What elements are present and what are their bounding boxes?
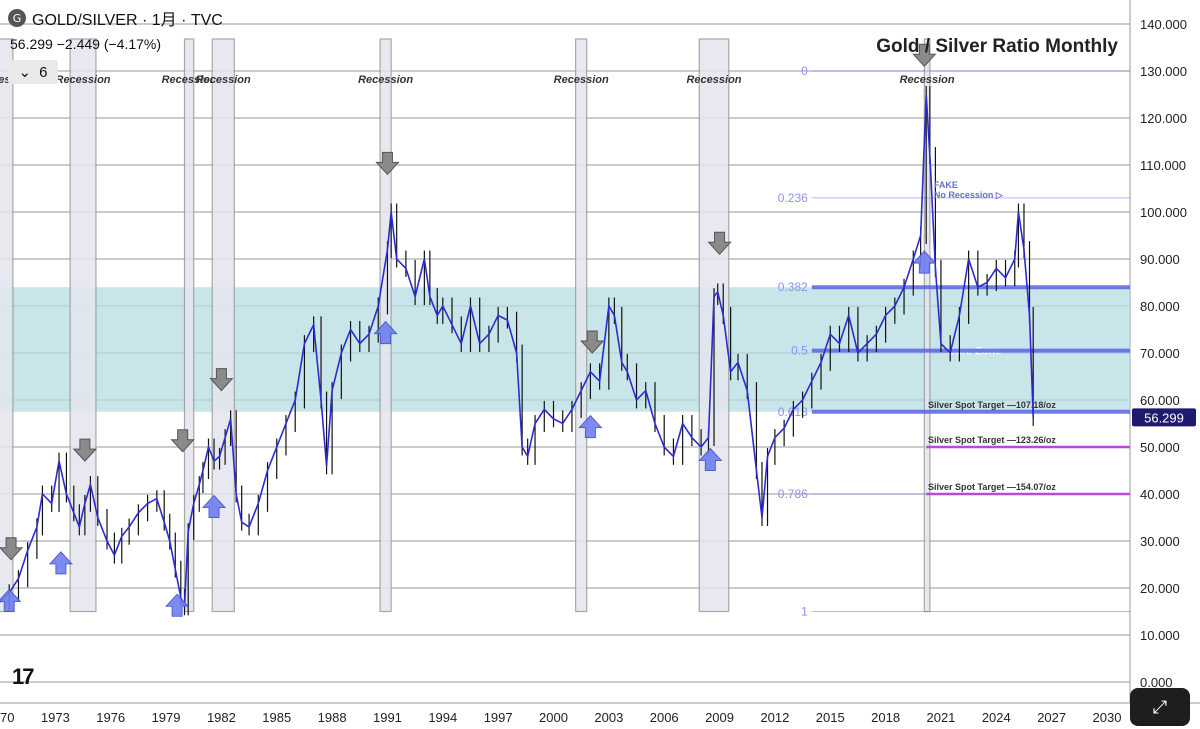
x-tick-label: 2009 (705, 710, 734, 725)
x-tick-label: 1973 (41, 710, 70, 725)
symbol-title[interactable]: GOLD/SILVER · 1月 · TVC (32, 12, 223, 29)
x-tick-label: 2030 (1093, 710, 1122, 725)
recession-label: Recession (162, 74, 217, 86)
fib-level-label: 1 (801, 605, 808, 619)
down-arrow-icon (209, 368, 234, 392)
tradingview-logo-icon: 17 (12, 664, 35, 689)
current-value-badge (1132, 408, 1196, 427)
down-arrow-icon (707, 231, 732, 256)
y-tick-label: 30.000 (1140, 534, 1180, 549)
recession-label: Recession (900, 74, 955, 86)
up-arrow-icon (0, 588, 22, 612)
target-label: Silver Spot Target —123.26/oz (928, 435, 1056, 445)
x-tick-label: 2003 (594, 710, 623, 725)
price-series-line (0, 94, 1034, 608)
recession-bar (923, 38, 931, 613)
recession-bar (0, 38, 14, 613)
down-arrow-icon (0, 537, 24, 561)
x-tick-label: 2000 (539, 710, 568, 725)
y-tick-label: 90.000 (1140, 252, 1180, 267)
target-label: Silver Spot Target —107.18/oz (928, 400, 1056, 410)
fake-label: FAKE (934, 180, 958, 190)
recession-bar (183, 38, 195, 613)
x-tick-label: 1976 (96, 710, 125, 725)
x-tick-label: 2012 (760, 710, 789, 725)
x-tick-label: 1970 (0, 710, 14, 725)
y-tick-label: 10.000 (1140, 628, 1180, 643)
y-tick-label: 110.000 (1140, 158, 1186, 173)
up-arrow-icon (698, 447, 723, 471)
up-arrow-icon (578, 414, 603, 439)
current-value-label: 56.299 (1144, 410, 1184, 425)
symbol-icon: G (8, 9, 26, 27)
indicator-count: 6 (39, 63, 48, 81)
recession-label: Recession (554, 74, 609, 86)
x-tick-label: 2015 (816, 710, 845, 725)
recession-bar (575, 38, 588, 613)
chart-title: Gold / Silver Ratio Monthly (876, 36, 1118, 57)
x-tick-label: 2018 (871, 710, 900, 725)
last-price: 56.299 (10, 36, 53, 52)
x-tick-label: 2027 (1037, 710, 1066, 725)
x-tick-label: 1994 (428, 710, 457, 725)
down-arrow-icon (580, 330, 605, 354)
x-tick-label: 1985 (262, 710, 291, 725)
recession-label: Recession (686, 74, 741, 86)
price-change: −2.449 (−4.17%) (56, 36, 162, 52)
recession-label: Recession (196, 74, 251, 86)
chart-header: G GOLD/SILVER · 1月 · TVC (8, 6, 223, 30)
expand-icon[interactable]: ⤢ (1130, 688, 1190, 726)
up-arrow-icon (373, 320, 398, 345)
x-tick-label: 1988 (318, 710, 347, 725)
y-tick-label: 20.000 (1140, 581, 1180, 596)
down-arrow-icon (72, 438, 98, 462)
no-recession-label: No Recession ▷ (934, 190, 1004, 200)
recession-label: Recession (56, 74, 111, 86)
y-tick-label: 130.000 (1140, 64, 1187, 79)
price-change-readout: 56.299 −2.449 (−4.17%) (10, 36, 161, 52)
y-tick-label: 80.000 (1140, 299, 1180, 314)
fib-level-label: 0.5 (791, 344, 808, 358)
chevron-down-icon: ⌄ (18, 64, 32, 81)
y-tick-label: 60.000 (1140, 393, 1180, 408)
up-arrow-icon (48, 551, 74, 575)
y-tick-label: 70.000 (1140, 346, 1180, 361)
x-tick-label: 1997 (484, 710, 513, 725)
x-tick-label: 1991 (373, 710, 402, 725)
y-tick-label: 50.000 (1140, 440, 1180, 455)
x-tick-label: 2006 (650, 710, 679, 725)
recession-bar (211, 38, 235, 613)
indicator-toggle-button[interactable]: ⌄ 6 (8, 60, 58, 84)
y-tick-label: 40.000 (1140, 487, 1180, 502)
down-arrow-icon (375, 151, 400, 176)
x-tick-label: 1982 (207, 710, 236, 725)
x-tick-label: 1979 (152, 710, 181, 725)
x-tick-label: 2024 (982, 710, 1011, 725)
target-label: Silver Spot Target —154.07/oz (928, 482, 1056, 492)
y-tick-label: 0.000 (1140, 675, 1173, 690)
up-arrow-icon (201, 494, 227, 518)
x-tick-label: 2021 (926, 710, 955, 725)
recession-label: Recession (358, 74, 413, 86)
down-arrow-icon (912, 43, 937, 68)
y-tick-label: 120.000 (1140, 111, 1187, 126)
fib-level-label: 0 (801, 64, 808, 78)
y-tick-label: 100.000 (1140, 205, 1187, 220)
up-arrow-icon (912, 250, 937, 274)
y-tick-label: 140.000 (1140, 17, 1187, 32)
fib-level-label: 0.786 (778, 487, 808, 501)
recession-bar (69, 38, 97, 613)
fib-level-label: 0.382 (778, 280, 808, 294)
fib-level-label: 0.236 (778, 191, 808, 205)
up-arrow-icon (164, 593, 190, 617)
down-arrow-icon (170, 429, 195, 453)
